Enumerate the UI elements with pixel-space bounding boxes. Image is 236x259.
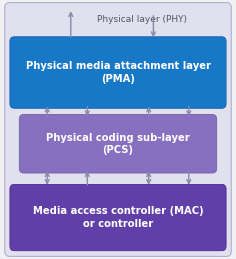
- FancyBboxPatch shape: [10, 37, 226, 108]
- Text: Physical media attachment layer
(PMA): Physical media attachment layer (PMA): [25, 61, 211, 84]
- Text: Physical coding sub-layer
(PCS): Physical coding sub-layer (PCS): [46, 133, 190, 155]
- FancyBboxPatch shape: [19, 114, 217, 173]
- Text: Physical layer (PHY): Physical layer (PHY): [97, 15, 187, 24]
- FancyBboxPatch shape: [10, 184, 226, 251]
- Text: Media access controller (MAC)
or controller: Media access controller (MAC) or control…: [33, 206, 203, 229]
- FancyBboxPatch shape: [5, 3, 231, 256]
